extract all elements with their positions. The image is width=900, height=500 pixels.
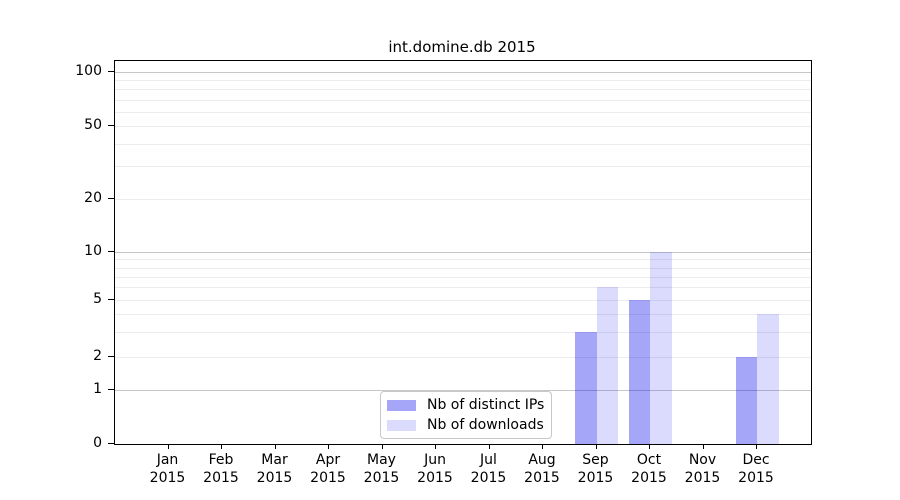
x-tick-year: 2015 [524, 470, 560, 486]
bar-downloads [650, 252, 672, 444]
x-tick-year: 2015 [310, 470, 346, 486]
y-tick-mark [108, 125, 114, 126]
x-tick-month: Nov [688, 452, 717, 468]
y-tick-label: 1 [93, 381, 102, 397]
x-tick-mark [542, 444, 543, 449]
y-tick-label: 5 [93, 291, 102, 307]
x-tick-mark [595, 444, 597, 449]
legend-label-distinct-ips: Nb of distinct IPs [427, 397, 545, 413]
bar-downloads [596, 287, 618, 444]
bar-downloads [757, 313, 779, 444]
legend: Nb of distinct IPs Nb of downloads [380, 391, 552, 439]
y-tick-label: 2 [93, 348, 102, 364]
x-tick-month: Mar [261, 452, 288, 468]
y-tick-label: 0 [93, 435, 102, 451]
x-tick-year: 2015 [203, 470, 239, 486]
gridline-major [115, 252, 811, 253]
x-tick-mark [756, 444, 757, 449]
x-tick-month: May [367, 452, 396, 468]
chart-title: int.domine.db 2015 [388, 38, 536, 56]
x-tick-month: Jun [424, 452, 446, 468]
gridline-minor [115, 259, 811, 261]
legend-swatch-distinct-ips [387, 399, 416, 411]
x-tick-mark [381, 444, 383, 449]
x-tick-mark [221, 444, 222, 449]
x-tick-label: Oct 2015 [622, 451, 676, 487]
x-tick-month: Jul [480, 452, 497, 468]
x-tick-label: Dec 2015 [729, 451, 783, 487]
x-tick-month: Sep [582, 452, 609, 468]
plot-area: Nb of distinct IPs Nb of downloads [114, 60, 812, 445]
x-tick-label: Nov 2015 [676, 451, 730, 487]
y-tick-mark [108, 197, 114, 199]
x-tick-label: Mar 2015 [248, 451, 302, 487]
x-tick-mark [435, 444, 436, 449]
y-tick-label: 50 [84, 117, 102, 133]
gridline-major [115, 390, 811, 391]
x-tick-mark [167, 444, 169, 449]
gridline-minor [115, 143, 811, 145]
gridline-minor [115, 267, 811, 269]
x-tick-label: Sep 2015 [569, 451, 623, 487]
bar-distinct-ips [735, 357, 757, 444]
y-tick-label: 10 [84, 243, 102, 259]
bar-distinct-ips [628, 300, 650, 444]
x-tick-label: Apr 2015 [301, 451, 355, 487]
y-tick-mark [108, 299, 114, 300]
gridline-minor [115, 331, 811, 333]
legend-label-downloads: Nb of downloads [427, 417, 544, 433]
x-tick-label: Feb 2015 [194, 451, 248, 487]
x-tick-month: Oct [636, 452, 662, 468]
gridline-minor [115, 313, 811, 315]
x-tick-year: 2015 [577, 470, 614, 486]
x-tick-year: 2015 [363, 470, 400, 486]
x-tick-year: 2015 [149, 470, 186, 486]
x-tick-year: 2015 [738, 470, 774, 486]
gridline-minor [115, 357, 811, 358]
legend-item-distinct-ips: Nb of distinct IPs [387, 397, 545, 413]
bar-distinct-ips [575, 331, 597, 444]
y-tick-mark [108, 251, 114, 252]
y-tick-label: 20 [84, 189, 102, 206]
gridline-minor [115, 89, 811, 91]
x-tick-mark [488, 444, 490, 449]
x-tick-mark [702, 444, 704, 449]
x-tick-year: 2015 [417, 470, 453, 486]
legend-item-downloads: Nb of downloads [387, 417, 544, 433]
y-tick-mark [108, 356, 114, 357]
x-tick-label: Jan 2015 [141, 451, 195, 487]
x-tick-month: Aug [528, 452, 556, 468]
gridline-minor [115, 166, 811, 168]
gridline-minor [115, 287, 811, 289]
gridline-minor [115, 111, 811, 113]
x-tick-year: 2015 [631, 470, 667, 486]
y-tick-mark [108, 443, 114, 444]
gridline-minor [115, 80, 811, 82]
x-tick-mark [649, 444, 650, 449]
y-tick-label: 100 [75, 63, 102, 79]
x-tick-label: Aug 2015 [515, 451, 569, 487]
x-tick-year: 2015 [684, 470, 721, 486]
x-tick-label: Jun 2015 [408, 451, 462, 487]
gridline-minor [115, 300, 811, 301]
x-tick-label: Jul 2015 [462, 451, 516, 487]
y-tick-mark [108, 71, 114, 72]
x-tick-mark [328, 444, 329, 449]
x-tick-label: May 2015 [355, 451, 409, 487]
legend-swatch-downloads [387, 419, 416, 431]
x-tick-mark [274, 444, 276, 449]
gridline-minor [115, 276, 811, 278]
gridline-minor [115, 198, 811, 200]
gridline-major [115, 72, 811, 73]
gridline-minor [115, 99, 811, 101]
x-tick-month: Jan [156, 452, 179, 468]
x-tick-year: 2015 [256, 470, 293, 486]
x-tick-month: Apr [315, 452, 341, 468]
x-tick-month: Feb [208, 452, 234, 468]
x-tick-month: Dec [742, 452, 770, 468]
gridline-minor [115, 126, 811, 127]
x-tick-year: 2015 [470, 470, 507, 486]
y-tick-mark [108, 389, 114, 390]
